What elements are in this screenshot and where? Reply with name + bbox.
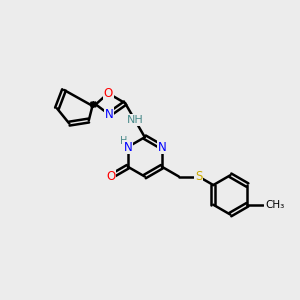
Text: CH₃: CH₃: [265, 200, 284, 210]
Text: S: S: [195, 170, 202, 183]
Text: H: H: [120, 136, 127, 146]
Text: NH: NH: [127, 115, 143, 125]
Text: O: O: [103, 87, 113, 100]
Text: N: N: [158, 140, 166, 154]
Text: N: N: [105, 108, 113, 121]
Text: N: N: [123, 140, 132, 154]
Text: O: O: [106, 170, 116, 183]
